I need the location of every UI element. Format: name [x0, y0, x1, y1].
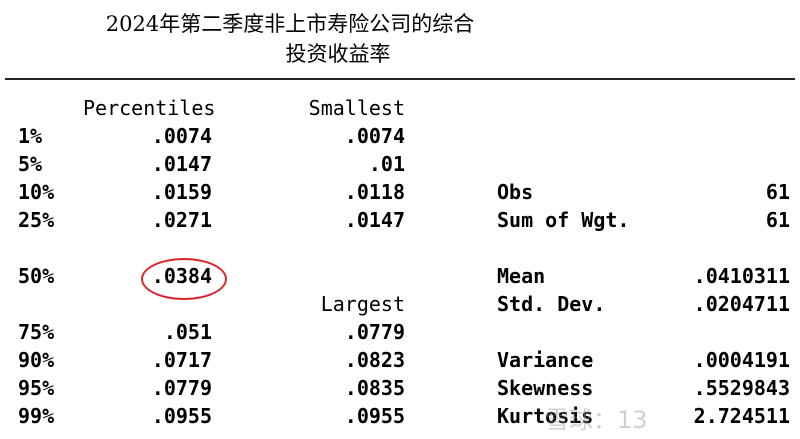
- table-row: 5% .0147 .01: [0, 150, 800, 178]
- percentile-label: 1%: [18, 124, 43, 148]
- extreme-value: .0955: [344, 404, 405, 428]
- percentile-label: 75%: [18, 320, 55, 344]
- percentile-value: .0955: [151, 404, 212, 428]
- stat-value: .5529843: [693, 376, 790, 400]
- table-row: 50% .0384 Mean .0410311: [0, 262, 800, 290]
- percentile-label: 25%: [18, 208, 55, 232]
- stat-label: Skewness: [497, 376, 594, 400]
- extreme-value: .0147: [344, 208, 405, 232]
- table-row: 25% .0271 .0147 Sum of Wgt. 61: [0, 206, 800, 234]
- table-row: 10% .0159 .0118 Obs 61: [0, 178, 800, 206]
- percentile-label: 99%: [18, 404, 55, 428]
- table-row: 95% .0779 .0835 Skewness .5529843: [0, 374, 800, 402]
- table-title-line-1: 2024年第二季度非上市寿险公司的综合: [105, 12, 475, 36]
- percentile-label: 50%: [18, 264, 55, 288]
- table-row: 1% .0074 .0074: [0, 122, 800, 150]
- stat-label: Sum of Wgt.: [497, 208, 630, 232]
- divider: [5, 78, 795, 80]
- stat-value: 61: [765, 208, 790, 232]
- header-largest: Largest: [320, 292, 405, 316]
- table-title-line-2: 投资收益率: [285, 42, 391, 66]
- highlight-circle: [141, 258, 227, 300]
- table-row: Std. Dev. .0204711: [0, 290, 800, 318]
- extreme-value: .0823: [344, 348, 405, 372]
- extreme-value: .0118: [344, 180, 405, 204]
- percentile-label: 5%: [18, 152, 43, 176]
- percentile-value: .0779: [151, 376, 212, 400]
- watermark: 雪球：13: [545, 406, 648, 434]
- header-largest-row: Largest: [0, 290, 800, 318]
- stat-label: Kurtosis: [497, 404, 594, 428]
- stat-value: .0004191: [693, 348, 790, 372]
- stat-label: Variance: [497, 348, 594, 372]
- stat-label: Mean: [497, 264, 546, 288]
- percentile-value: .0147: [151, 152, 212, 176]
- percentile-label: 95%: [18, 376, 55, 400]
- extreme-value: .0835: [344, 376, 405, 400]
- extreme-value: .0074: [344, 124, 405, 148]
- extreme-value: .01: [368, 152, 405, 176]
- stat-value: .0410311: [693, 264, 790, 288]
- stat-label: Obs: [497, 180, 534, 204]
- header-smallest: Smallest: [308, 96, 405, 120]
- extreme-value: .0779: [344, 320, 405, 344]
- stat-value: .0204711: [693, 292, 790, 316]
- percentile-value: .051: [163, 320, 212, 344]
- percentile-value: .0271: [151, 208, 212, 232]
- stat-value: 61: [765, 180, 790, 204]
- table-row: 75% .051 .0779: [0, 318, 800, 346]
- percentile-label: 90%: [18, 348, 55, 372]
- percentile-value: .0074: [151, 124, 212, 148]
- header-percentiles: Percentiles: [83, 96, 216, 120]
- table-row: 99% .0955 .0955 Kurtosis 2.724511: [0, 402, 800, 430]
- stat-value: 2.724511: [693, 404, 790, 428]
- table-row: 90% .0717 .0823 Variance .0004191: [0, 346, 800, 374]
- header-row: Percentiles Smallest: [0, 94, 800, 122]
- percentile-value: .0717: [151, 348, 212, 372]
- percentile-label: 10%: [18, 180, 55, 204]
- percentile-value: .0159: [151, 180, 212, 204]
- stat-label: Std. Dev.: [497, 292, 606, 316]
